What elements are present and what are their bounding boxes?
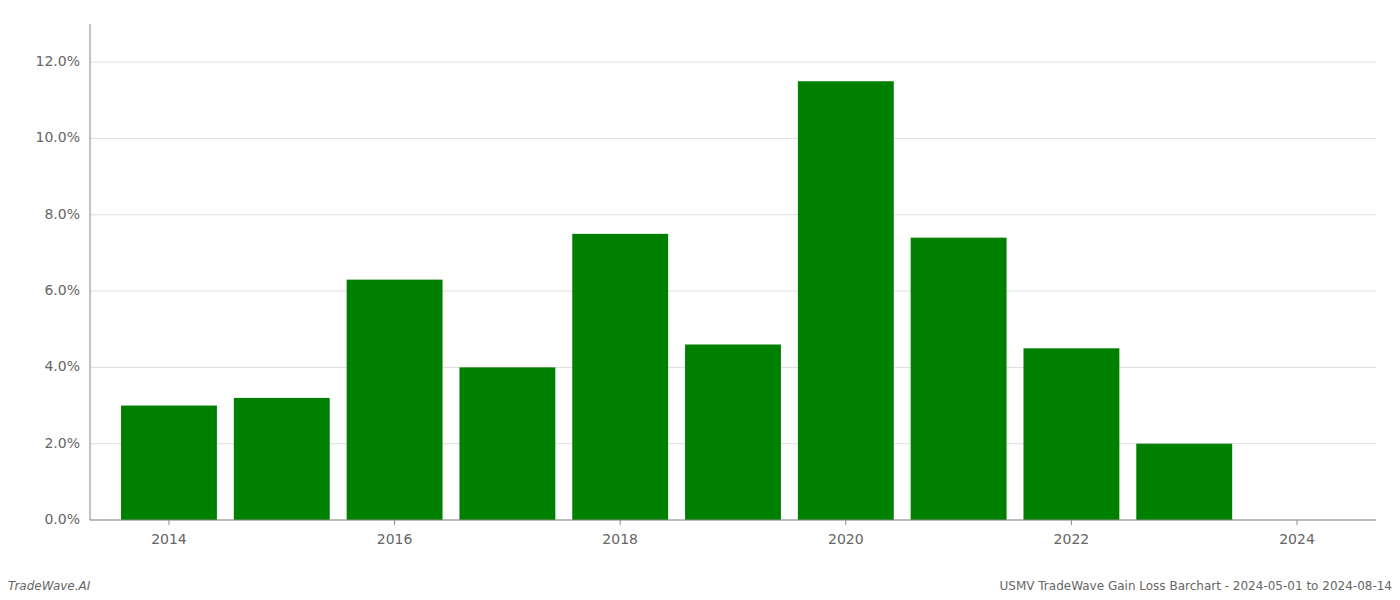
bar (798, 81, 894, 520)
x-tick (845, 520, 846, 525)
x-tick (620, 520, 621, 525)
y-tick-labels: 0.0% 2.0% 4.0% 6.0% 8.0% 10.0% 12.0% (36, 53, 80, 527)
y-grid (90, 62, 1376, 520)
footer-left: TradeWave.AI (8, 579, 91, 593)
x-tick-label: 2020 (828, 531, 864, 547)
x-tick (394, 520, 395, 525)
bar (459, 367, 555, 520)
bars (121, 81, 1232, 520)
x-tick-labels: 2014 2016 2018 2020 2022 2024 (151, 520, 1315, 547)
x-axis-line (90, 520, 1376, 521)
grid-line (90, 62, 1376, 63)
x-tick-label: 2024 (1279, 531, 1315, 547)
x-tick (168, 520, 169, 525)
bar (347, 280, 443, 520)
bar (121, 406, 217, 520)
y-tick-label: 4.0% (44, 358, 80, 374)
background (0, 0, 1400, 600)
y-tick-label: 6.0% (44, 282, 80, 298)
y-axis-line (90, 24, 91, 520)
x-tick (1297, 520, 1298, 525)
chart-container: 0.0%2.0%4.0%6.0%8.0%10.0%12.0%2014201620… (0, 0, 1400, 600)
x-tick-label: 2014 (151, 531, 187, 547)
y-tick-label: 8.0% (44, 206, 80, 222)
x-tick-label: 2018 (602, 531, 638, 547)
y-tick-label: 12.0% (36, 53, 80, 69)
footer-right: USMV TradeWave Gain Loss Barchart - 2024… (1000, 579, 1392, 593)
grid-line (90, 291, 1376, 292)
bar (1136, 444, 1232, 520)
grid-line (90, 520, 1376, 521)
bar (911, 238, 1007, 520)
bar (685, 344, 781, 520)
bar (1023, 348, 1119, 520)
x-tick-label: 2016 (377, 531, 413, 547)
grid-line (90, 214, 1376, 215)
chart-svg: 0.0%2.0%4.0%6.0%8.0%10.0%12.0%2014201620… (0, 0, 1400, 600)
bar (234, 398, 330, 520)
grid-line (90, 138, 1376, 139)
y-tick-label: 10.0% (36, 129, 80, 145)
bar (572, 234, 668, 520)
x-tick (1071, 520, 1072, 525)
y-tick-label: 2.0% (44, 435, 80, 451)
y-tick-label: 0.0% (44, 511, 80, 527)
x-tick-label: 2022 (1054, 531, 1090, 547)
